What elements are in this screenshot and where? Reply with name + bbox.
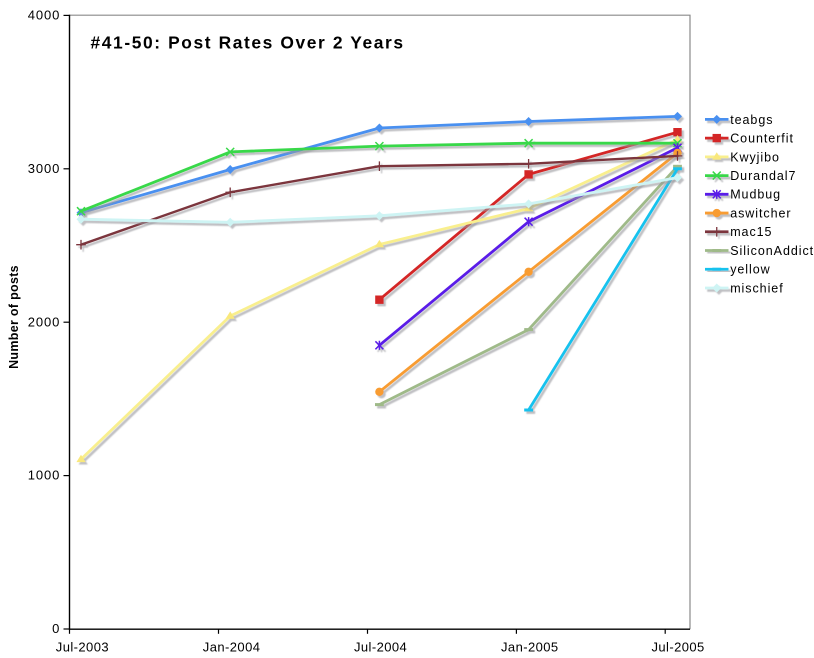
svg-text:SiliconAddict: SiliconAddict <box>730 244 814 258</box>
svg-text:0: 0 <box>52 621 60 636</box>
svg-text:Jul-2005: Jul-2005 <box>651 640 704 655</box>
svg-text:aswitcher: aswitcher <box>730 206 791 220</box>
svg-text:mischief: mischief <box>730 281 783 295</box>
svg-text:mac15: mac15 <box>730 225 772 239</box>
svg-text:3000: 3000 <box>28 161 61 176</box>
svg-text:yellow: yellow <box>730 263 770 277</box>
svg-text:Durandal7: Durandal7 <box>730 169 796 183</box>
svg-text:Number of posts: Number of posts <box>7 265 21 369</box>
svg-text:4000: 4000 <box>28 8 61 23</box>
svg-text:Jan-2004: Jan-2004 <box>203 640 261 655</box>
svg-text:Jan-2005: Jan-2005 <box>501 640 559 655</box>
svg-text:1000: 1000 <box>28 468 61 483</box>
svg-text:Jul-2003: Jul-2003 <box>56 640 109 655</box>
svg-text:Counterfit: Counterfit <box>730 132 794 146</box>
svg-text:teabgs: teabgs <box>730 113 773 127</box>
svg-text:Mudbug: Mudbug <box>730 188 781 202</box>
svg-text:#41-50: Post Rates Over 2 Year: #41-50: Post Rates Over 2 Years <box>91 32 405 52</box>
svg-text:2000: 2000 <box>28 314 61 329</box>
svg-text:Jul-2004: Jul-2004 <box>354 640 407 655</box>
svg-text:Kwyjibo: Kwyjibo <box>730 150 780 164</box>
